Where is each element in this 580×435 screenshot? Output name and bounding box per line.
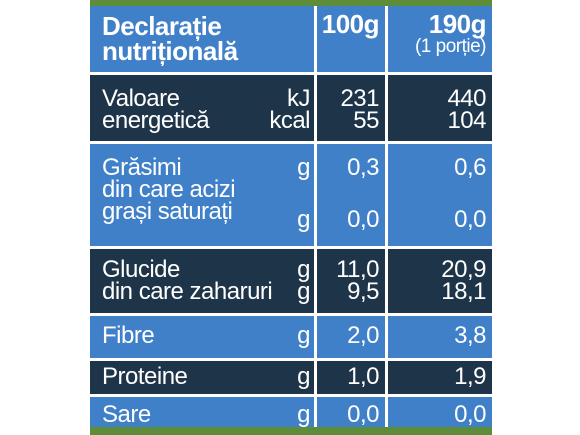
- row-fibre-100g: 2,0: [347, 322, 379, 349]
- row-fat-label-cell: Grăsimi din care acizi grași saturați g …: [90, 144, 314, 246]
- row-energy-190g-cell: 440 104: [388, 75, 492, 141]
- row-fat-label-line1: Grăsimi: [102, 154, 182, 181]
- row-energy-label-cell: Valoare energetică kJ kcal: [90, 75, 314, 141]
- row-salt-label: Sare: [102, 401, 151, 428]
- row-fat-100g-total: 0,3: [347, 154, 379, 181]
- row-fibre-190g-cell: 3,8: [388, 316, 492, 358]
- row-energy-unit-kj: kJ: [287, 85, 310, 112]
- row-carbs-label-line1: Glucide: [102, 256, 180, 283]
- row-carbs-label-line2: din care zaharuri: [102, 278, 273, 305]
- row-carbs-unit-1: g: [297, 256, 310, 283]
- row-carbs-100g-cell: 11,0 9,5: [317, 249, 385, 313]
- top-green-border: [90, 0, 492, 6]
- row-protein-100g-cell: 1,0: [317, 361, 385, 394]
- row-fibre-190g: 3,8: [454, 322, 486, 349]
- row-protein-100g: 1,0: [347, 363, 379, 390]
- row-carbs-100g-total: 11,0: [336, 256, 379, 283]
- row-fat-100g-saturated: 0,0: [347, 206, 379, 233]
- row-fat-190g-saturated: 0,0: [454, 206, 486, 233]
- row-energy-190g-kcal: 104: [447, 107, 486, 134]
- row-energy-100g-kj: 231: [340, 85, 379, 112]
- row-fibre-100g-cell: 2,0: [317, 316, 385, 358]
- row-energy-100g-kcal: 55: [353, 107, 379, 134]
- row-salt-190g: 0,0: [454, 401, 486, 428]
- row-salt-unit: g: [297, 401, 310, 428]
- row-fibre-label-cell: Fibre g: [90, 316, 314, 358]
- row-carbs-190g-cell: 20,9 18,1: [388, 249, 492, 313]
- bottom-green-border: [90, 427, 492, 435]
- row-carbs-label-cell: Glucide din care zaharuri g g: [90, 249, 314, 313]
- row-fat-units: g g: [297, 154, 310, 233]
- header-col-100g: 100g: [317, 6, 385, 72]
- row-carbs-units: g g: [297, 256, 310, 305]
- row-salt-units: g: [297, 401, 310, 428]
- row-fibre-label: Fibre: [102, 322, 155, 349]
- row-salt-100g-cell: 0,0: [317, 397, 385, 428]
- row-fat-190g-blank: [388, 179, 486, 201]
- row-carbs-190g-total: 20,9: [441, 256, 486, 283]
- row-protein-190g-cell: 1,9: [388, 361, 492, 394]
- row-salt-190g-cell: 0,0: [388, 397, 492, 428]
- header-title-line1: Declarație: [102, 11, 222, 41]
- row-fat-190g-cell: 0,6 0,0: [388, 144, 492, 246]
- row-fibre-units: g: [297, 322, 310, 349]
- row-protein-label-cell: Proteine g: [90, 361, 314, 394]
- row-protein-units: g: [297, 363, 310, 390]
- row-fat-unit-3: g: [297, 206, 310, 233]
- row-salt-100g: 0,0: [347, 401, 379, 428]
- row-energy-190g-kj: 440: [447, 85, 486, 112]
- header-col-100g-label: 100g: [321, 9, 380, 39]
- row-energy-label-line1: Valoare: [102, 85, 180, 112]
- header-col-190g: 190g (1 porție): [388, 6, 492, 72]
- row-protein-label: Proteine: [102, 363, 188, 390]
- row-carbs-100g-sugars: 9,5: [347, 278, 379, 305]
- header-col-190g-label: 190g: [428, 9, 487, 39]
- row-protein-unit: g: [297, 363, 310, 390]
- row-fat-100g-cell: 0,3 0,0: [317, 144, 385, 246]
- row-energy-100g-cell: 231 55: [317, 75, 385, 141]
- row-fat-label-line2: din care acizi: [102, 176, 236, 203]
- row-carbs-unit-2: g: [297, 278, 310, 305]
- row-fat-unit-2: [297, 179, 310, 201]
- row-fat-100g-blank: [317, 179, 379, 201]
- row-fat-label-line3: grași saturați: [102, 198, 233, 225]
- row-fat-unit-1: g: [297, 154, 310, 181]
- row-protein-190g: 1,9: [454, 363, 486, 390]
- header-col-190g-portion: (1 porție): [414, 36, 487, 57]
- row-fat-190g-total: 0,6: [454, 154, 486, 181]
- row-energy-unit-kcal: kcal: [269, 107, 310, 134]
- header-title-line2: nutrițională: [102, 36, 238, 66]
- nutrition-table: Declarație nutrițională 100g 190g (1 por…: [90, 6, 492, 428]
- row-salt-label-cell: Sare g: [90, 397, 314, 428]
- row-carbs-190g-sugars: 18,1: [441, 278, 486, 305]
- header-title-cell: Declarație nutrițională: [90, 6, 314, 72]
- row-fibre-unit: g: [297, 322, 310, 349]
- row-energy-units: kJ kcal: [269, 85, 310, 134]
- row-energy-label-line2: energetică: [102, 107, 210, 134]
